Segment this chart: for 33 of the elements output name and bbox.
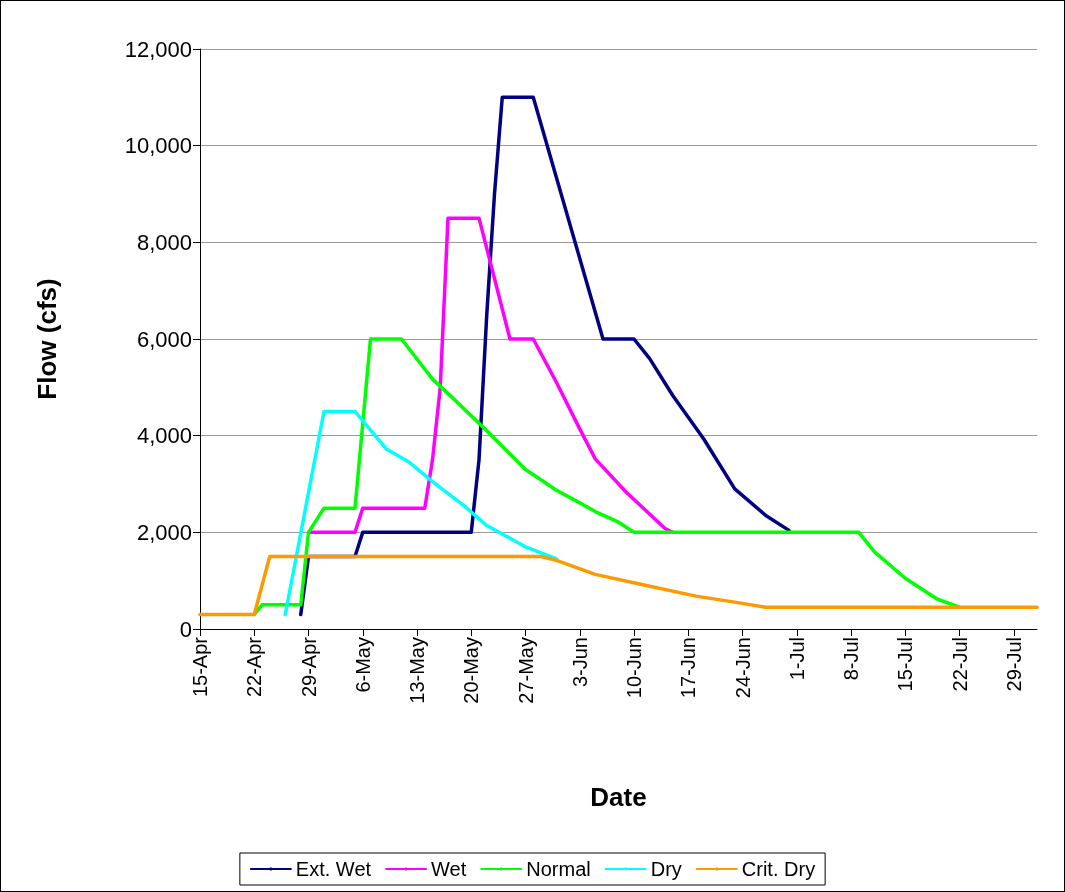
y-tick-label: 4,000 [136, 423, 192, 449]
line-series [299, 95, 791, 617]
legend-label: Wet [431, 858, 467, 880]
y-tick-label: 10,000 [124, 133, 192, 159]
x-tick-label: 29-Apr [297, 636, 320, 698]
line-series [198, 554, 1039, 617]
y-axis-title: Flow (cfs) [32, 278, 62, 400]
legend-label: Normal [526, 858, 591, 880]
x-tick-label: 17-Jun [677, 637, 700, 699]
y-tick-label: 6,000 [136, 326, 192, 352]
y-tick-label: 0 [179, 616, 192, 642]
x-tick-label: 27-May [514, 637, 537, 704]
y-tick-label: 2,000 [136, 519, 192, 545]
x-tick-label: 3-Jun [568, 637, 591, 688]
x-tick-label: 22-Jul [948, 637, 971, 692]
x-tick-label: 13-May [406, 637, 428, 704]
x-tick-label: 8-Jul [840, 637, 862, 681]
legend-label: Dry [650, 858, 682, 880]
x-tick-label: 24-Jun [731, 637, 754, 699]
x-tick-label: 15-Apr [189, 636, 211, 698]
legend-label: Crit. Dry [741, 858, 816, 880]
legend-label: Ext. Wet [295, 858, 372, 880]
x-tick-label: 20-May [460, 637, 483, 704]
y-tick-label: 12,000 [124, 36, 192, 62]
x-tick-label: 1-Jul [785, 637, 808, 681]
y-tick-label: 8,000 [136, 229, 192, 255]
x-tick-label: 22-Apr [243, 636, 266, 698]
line-series [283, 409, 559, 617]
x-tick-label: 29-Jul [1002, 637, 1025, 692]
x-tick-label: 10-Jun [623, 637, 645, 699]
x-axis-title: Date [590, 782, 647, 812]
x-tick-label: 15-Jul [894, 637, 917, 692]
x-tick-label: 6-May [351, 637, 374, 693]
